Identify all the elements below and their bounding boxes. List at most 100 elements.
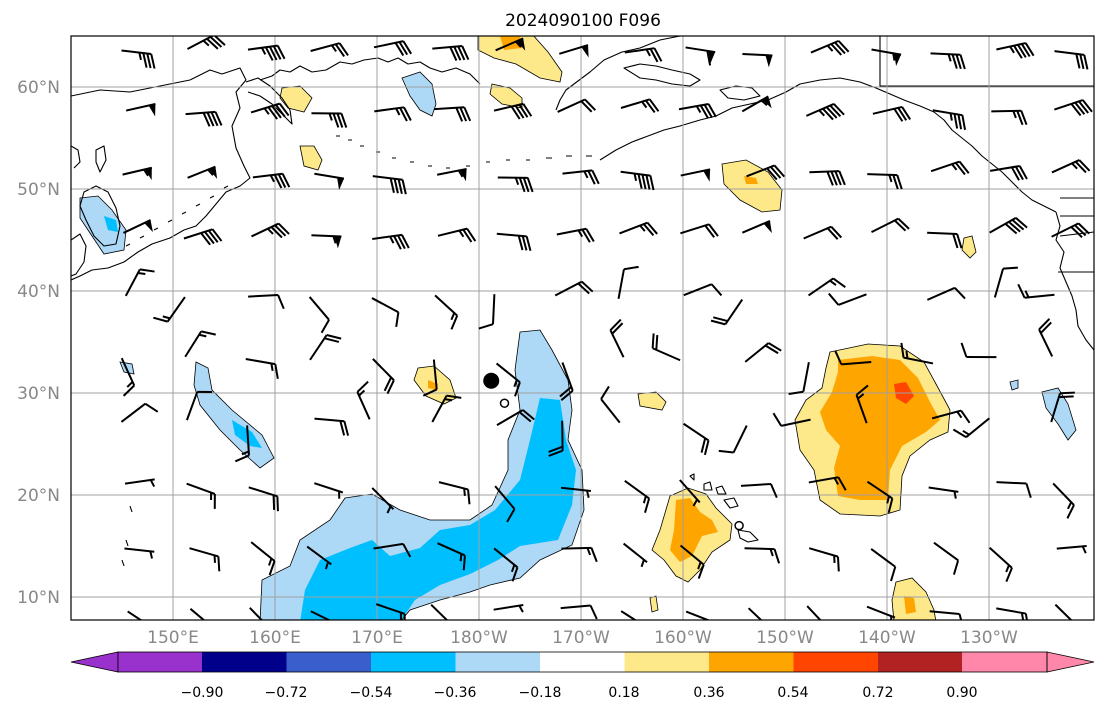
negative-anomaly-small-3	[1009, 379, 1019, 391]
wind-barb	[248, 294, 285, 310]
negative-anomaly-japan	[79, 195, 127, 255]
wind-barb	[430, 603, 454, 620]
wind-barb	[872, 105, 911, 122]
colorbar-segment	[202, 652, 287, 672]
wind-barb	[183, 228, 223, 246]
wind-barb	[1017, 283, 1055, 299]
wind-barb	[372, 175, 407, 195]
wind-barb	[871, 48, 902, 66]
colorbar-segment	[118, 652, 202, 672]
wind-barb	[620, 98, 660, 114]
wind-barb	[600, 385, 621, 424]
colorbar-tick-label: 0.72	[862, 685, 893, 701]
colorbar-extend-high	[1046, 651, 1095, 673]
wind-barb	[184, 330, 216, 358]
wind-barb	[1054, 50, 1089, 70]
lat-label: 20°N	[17, 486, 60, 506]
wind-barb	[928, 486, 959, 499]
wind-barb	[620, 170, 655, 191]
wind-barb	[624, 47, 663, 63]
colorbar-tick-label: −0.72	[265, 685, 308, 701]
wind-barb	[741, 95, 772, 113]
wind-barb	[434, 106, 472, 122]
colorbar-segment	[878, 652, 963, 672]
wind-barb	[494, 485, 516, 523]
wind-barb	[806, 605, 829, 620]
wind-barb	[187, 165, 218, 179]
wind-barb	[741, 220, 772, 234]
wind-barb	[1038, 318, 1054, 357]
lat-label: 50°N	[17, 180, 60, 200]
wind-barb	[314, 417, 350, 436]
lon-label: 160°E	[249, 628, 301, 648]
wind-barb	[933, 541, 960, 575]
lat-label: 40°N	[17, 282, 60, 302]
wind-barb	[120, 357, 136, 397]
positive-anomaly-small-b	[637, 391, 667, 411]
wind-barb	[678, 103, 717, 119]
wind-barb	[496, 409, 535, 427]
wind-barb	[989, 217, 1028, 235]
wind-barb	[718, 425, 748, 454]
colorbar-segment	[962, 652, 1047, 672]
wind-barb	[495, 37, 526, 52]
wind-barb	[620, 610, 647, 620]
wind-barb	[683, 283, 723, 297]
colorbar-labels: −0.90 −0.72 −0.54 −0.36 −0.18 0.18 0.36 …	[181, 685, 978, 701]
wind-barb	[308, 296, 330, 334]
positive-anomaly-small-a-core	[428, 380, 438, 390]
markers	[483, 372, 744, 531]
wind-barb	[932, 109, 967, 130]
lat-label: 60°N	[17, 78, 60, 98]
wind-barb	[311, 234, 342, 249]
wind-barb	[187, 36, 226, 50]
wind-barb	[556, 227, 595, 243]
latitude-labels: 60°N 50°N 40°N 30°N 20°N 10°N	[17, 78, 60, 608]
wind-barb	[122, 166, 153, 181]
wind-barb	[373, 542, 412, 558]
wind-barb	[436, 167, 467, 182]
wind-barb	[248, 486, 279, 512]
wind-barb	[803, 225, 843, 240]
wind-barb	[496, 232, 532, 252]
wind-barb	[422, 359, 438, 397]
wind-barb	[375, 603, 406, 620]
wind-barb	[740, 482, 778, 499]
wind-barb	[437, 542, 466, 571]
wind-barb	[834, 350, 872, 366]
wind-barb	[560, 486, 592, 499]
wind-barb	[930, 160, 970, 176]
wind-barb	[234, 425, 251, 463]
wind-barb	[747, 607, 772, 620]
wind-barb	[685, 46, 716, 66]
lat-label: 10°N	[17, 588, 60, 608]
wind-barb	[153, 296, 186, 323]
positive-anomaly-south-core	[904, 596, 916, 614]
positive-anomaly-canada-coast	[961, 235, 977, 259]
colorbar-segment	[793, 652, 878, 672]
wind-barb	[478, 294, 496, 330]
wind-barb	[559, 362, 574, 401]
lon-label: 170°E	[351, 628, 403, 648]
wind-barb	[372, 233, 410, 250]
wind-barb	[371, 297, 400, 328]
wind-barb	[356, 380, 371, 420]
wind-barb	[926, 286, 966, 301]
wind-barb	[622, 542, 648, 568]
wind-barb	[548, 420, 564, 457]
wind-barb	[124, 268, 155, 297]
wind-barb	[996, 607, 1030, 620]
wind-barb	[437, 227, 477, 243]
wind-barb	[495, 362, 521, 397]
wind-barb	[746, 164, 786, 181]
wind-barb	[624, 480, 651, 513]
wind-barb	[371, 487, 395, 514]
wind-barb	[557, 98, 597, 113]
map-title: 2024090100 F096	[505, 11, 661, 31]
lon-label: 180°W	[450, 628, 508, 648]
wind-barb	[493, 102, 533, 120]
hawaii-circle-marker	[734, 520, 744, 531]
wind-barb	[122, 219, 153, 234]
colorbar-tick-label: 0.18	[608, 685, 639, 701]
positive-anomaly-alaska-w	[279, 85, 313, 113]
